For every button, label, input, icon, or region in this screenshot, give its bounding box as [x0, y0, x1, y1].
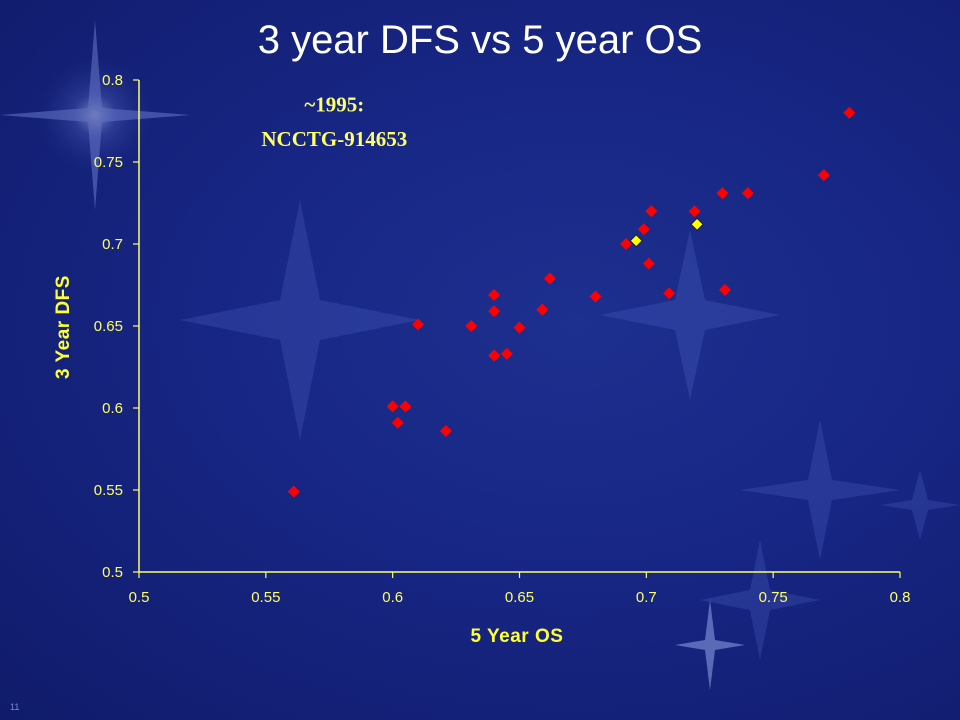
annotation-text: NCCTG-914653	[261, 127, 407, 151]
data-point	[843, 106, 856, 119]
x-axis-title: 5 Year OS	[471, 626, 564, 647]
star-decoration	[675, 600, 745, 690]
page-number: 11	[10, 702, 20, 712]
data-points	[287, 106, 856, 498]
y-tick-label: 0.7	[102, 236, 123, 253]
highlight-data-point	[629, 234, 643, 248]
data-point	[817, 169, 830, 182]
slide-title: 3 year DFS vs 5 year OS	[257, 18, 703, 62]
x-tick-label: 0.55	[251, 589, 280, 606]
data-point	[287, 485, 300, 498]
x-tick-label: 0.6	[382, 589, 403, 606]
data-point	[718, 283, 731, 296]
data-point	[645, 205, 658, 218]
star-decoration	[0, 20, 190, 210]
y-tick-label: 0.5	[102, 564, 123, 581]
y-tick-label: 0.75	[94, 154, 123, 171]
y-tick-label: 0.8	[102, 72, 123, 89]
data-point	[536, 303, 549, 316]
data-point	[620, 238, 633, 250]
star-decoration	[180, 200, 960, 660]
data-point	[543, 272, 556, 285]
data-point	[391, 416, 404, 429]
data-point	[513, 321, 526, 334]
axes: 0.5 0.55 0.6 0.65 0.7 0.75 0.8 0.5 0.55 0.6 0.65 0.…	[94, 72, 911, 606]
data-point	[439, 424, 452, 437]
data-point	[741, 187, 754, 200]
data-point	[500, 347, 513, 360]
data-point	[589, 290, 602, 303]
annotation: ~1995: NCCTG-914653	[261, 93, 407, 151]
data-point	[488, 288, 501, 301]
data-point	[642, 257, 655, 270]
data-point	[488, 305, 501, 318]
x-tick-label: 0.5	[129, 589, 150, 606]
highlight-data-point	[690, 217, 704, 232]
data-point	[637, 223, 650, 236]
x-tick-label: 0.8	[890, 589, 911, 606]
data-point	[688, 205, 701, 218]
x-tick-label: 0.7	[636, 589, 657, 606]
data-point	[412, 318, 425, 331]
y-tick-label: 0.55	[94, 482, 123, 499]
y-tick-label: 0.65	[94, 318, 123, 335]
data-point	[488, 349, 501, 362]
data-point	[399, 400, 412, 413]
y-tick-label: 0.6	[102, 400, 123, 417]
data-point	[465, 320, 478, 332]
x-tick-label: 0.65	[505, 589, 534, 606]
annotation-text: ~1995:	[304, 93, 364, 117]
data-point	[716, 187, 729, 200]
data-point	[386, 400, 399, 413]
y-axis-title: 3 Year DFS	[53, 275, 74, 379]
data-point	[663, 287, 676, 300]
x-tick-label: 0.75	[759, 589, 788, 606]
